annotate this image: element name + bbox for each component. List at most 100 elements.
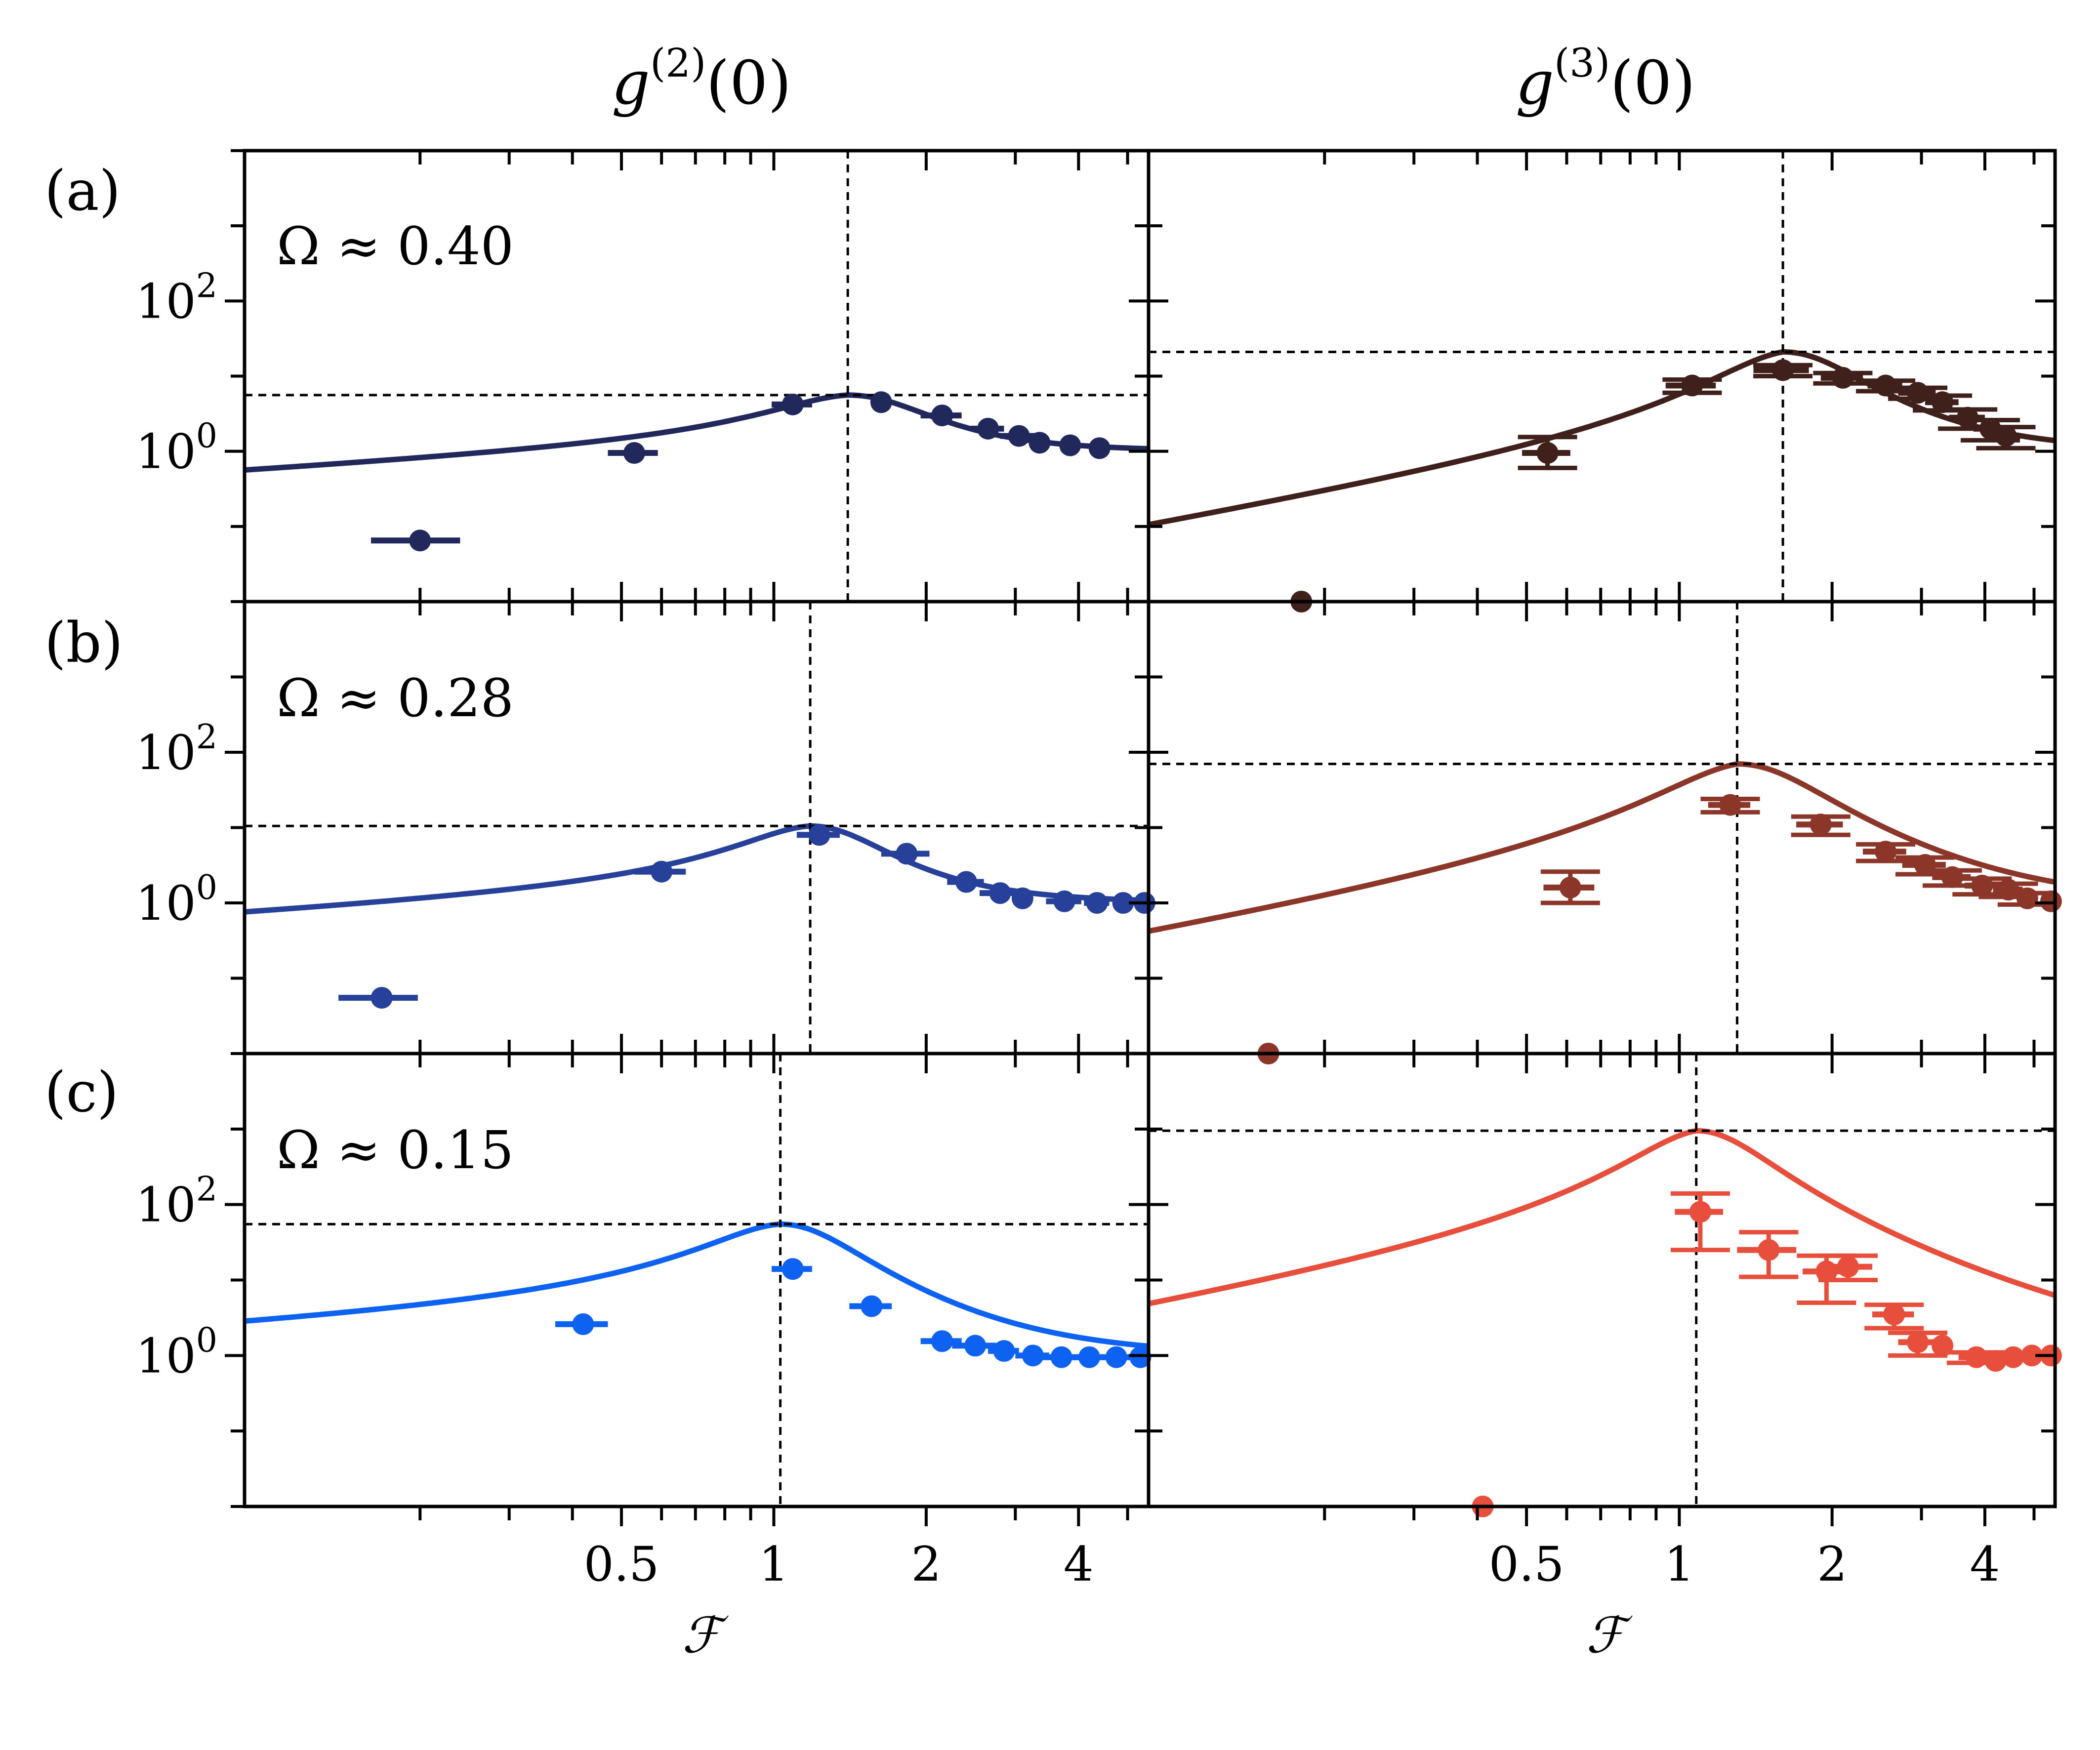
data-point bbox=[1102, 1346, 1130, 1368]
x-tick-label: 1 bbox=[759, 1537, 789, 1592]
y-tick-label: 102 bbox=[136, 266, 217, 329]
row-label-c: (c) bbox=[44, 1060, 119, 1125]
data-point bbox=[1127, 1346, 1152, 1368]
point-marker bbox=[1681, 374, 1703, 397]
data-point bbox=[1813, 366, 1873, 389]
data-point bbox=[979, 882, 1019, 904]
point-marker bbox=[1758, 1239, 1780, 1261]
data-point bbox=[1046, 890, 1081, 912]
data-point bbox=[1700, 794, 1760, 816]
point-marker bbox=[2040, 890, 2062, 912]
point-marker bbox=[1053, 890, 1075, 912]
row-label-b: (b) bbox=[44, 611, 123, 675]
x-tick-label: 0.5 bbox=[584, 1537, 659, 1592]
point-marker bbox=[989, 882, 1011, 904]
column-title-g3-arg: (0) bbox=[1610, 48, 1695, 118]
y-tick-exp: 2 bbox=[196, 266, 217, 305]
point-marker bbox=[2002, 1346, 2024, 1368]
point-marker bbox=[808, 824, 830, 846]
y-tick-label: 100 bbox=[136, 1321, 217, 1384]
data-point bbox=[1670, 1191, 1730, 1253]
panel-b-g3 bbox=[1147, 600, 2062, 1064]
y-tick-exp: 2 bbox=[196, 1170, 217, 1209]
y-tick-base: 10 bbox=[136, 1328, 196, 1384]
x-tick-label: 0.5 bbox=[1489, 1537, 1565, 1592]
data-point bbox=[771, 393, 812, 415]
data-point bbox=[1753, 359, 1813, 381]
data-point bbox=[881, 843, 930, 865]
y-tick-base: 10 bbox=[136, 424, 196, 480]
point-marker bbox=[782, 1258, 804, 1280]
data-point bbox=[1088, 437, 1111, 459]
y-tick-exp: 0 bbox=[196, 868, 217, 907]
point-marker bbox=[2020, 1344, 2043, 1367]
y-tick-base: 10 bbox=[136, 876, 196, 931]
data-point bbox=[920, 1330, 962, 1352]
point-marker bbox=[1112, 892, 1134, 914]
point-marker bbox=[1078, 1346, 1101, 1368]
data-point bbox=[2040, 890, 2062, 912]
data-point bbox=[1818, 1253, 1878, 1282]
data-point bbox=[1856, 841, 1916, 863]
point-marker bbox=[1984, 1350, 2007, 1372]
point-marker bbox=[1965, 1346, 1987, 1368]
point-marker bbox=[1837, 1256, 1859, 1278]
point-marker bbox=[1997, 879, 2019, 901]
point-marker bbox=[870, 391, 892, 413]
data-point bbox=[920, 405, 962, 427]
point-marker bbox=[1810, 814, 1832, 836]
point-marker bbox=[409, 529, 431, 552]
omega-label-b: Ω ≈ 0.28 bbox=[277, 668, 514, 729]
data-point bbox=[1888, 1330, 1948, 1358]
data-point bbox=[988, 1340, 1019, 1362]
column-title-g2-arg: (0) bbox=[706, 48, 791, 118]
point-marker bbox=[1719, 794, 1741, 816]
column-title-g3-order: (3) bbox=[1554, 40, 1610, 86]
y-tick-base: 10 bbox=[136, 1178, 196, 1233]
point-marker bbox=[1011, 887, 1033, 909]
point-marker bbox=[1907, 1331, 1929, 1353]
x-tick-label: 4 bbox=[1064, 1537, 1094, 1592]
omega-label-a: Ω ≈ 0.40 bbox=[277, 216, 514, 277]
point-marker bbox=[1050, 1346, 1072, 1368]
point-marker bbox=[1832, 366, 1854, 389]
point-marker bbox=[1883, 1303, 1905, 1326]
point-marker bbox=[1995, 425, 2017, 447]
panel-c-g3: 0.5 1 2 4 bbox=[1147, 1052, 2062, 1592]
data-point bbox=[1029, 432, 1051, 454]
point-marker bbox=[993, 1340, 1015, 1362]
fit-curve bbox=[245, 1221, 1149, 1349]
y-tick-label: 102 bbox=[136, 1170, 217, 1233]
fit-curve bbox=[1149, 761, 2055, 934]
column-title-g2: g(2)(0) bbox=[612, 40, 791, 118]
point-marker bbox=[964, 1335, 987, 1357]
omega-label-c: Ω ≈ 0.15 bbox=[277, 1120, 514, 1180]
y-tick-label: 102 bbox=[136, 718, 217, 780]
y-tick-exp: 2 bbox=[196, 718, 217, 757]
point-marker bbox=[1559, 876, 1581, 898]
row-label-a: (a) bbox=[44, 159, 121, 223]
point-marker bbox=[1008, 425, 1030, 447]
y-tick-base: 10 bbox=[136, 274, 196, 329]
y-tick-exp: 0 bbox=[196, 1321, 217, 1360]
column-title-g2-order: (2) bbox=[650, 40, 706, 86]
data-point bbox=[1737, 1230, 1799, 1279]
point-marker bbox=[1536, 442, 1559, 464]
data-point bbox=[555, 1313, 608, 1335]
fit-curve bbox=[1149, 349, 2055, 528]
point-marker bbox=[1022, 1344, 1044, 1367]
point-marker bbox=[931, 405, 953, 427]
data-point bbox=[870, 391, 892, 413]
column-title-g2-g: g bbox=[612, 48, 650, 118]
data-point bbox=[849, 1295, 892, 1317]
point-marker bbox=[572, 1313, 594, 1335]
column-title-g3-g: g bbox=[1516, 48, 1554, 118]
point-marker bbox=[623, 442, 645, 464]
data-point bbox=[634, 860, 686, 883]
data-point bbox=[338, 987, 418, 1009]
x-tick-label: 1 bbox=[1664, 1537, 1694, 1592]
point-marker bbox=[977, 417, 999, 440]
point-marker bbox=[1088, 437, 1111, 459]
x-tick-label: 2 bbox=[911, 1537, 941, 1592]
